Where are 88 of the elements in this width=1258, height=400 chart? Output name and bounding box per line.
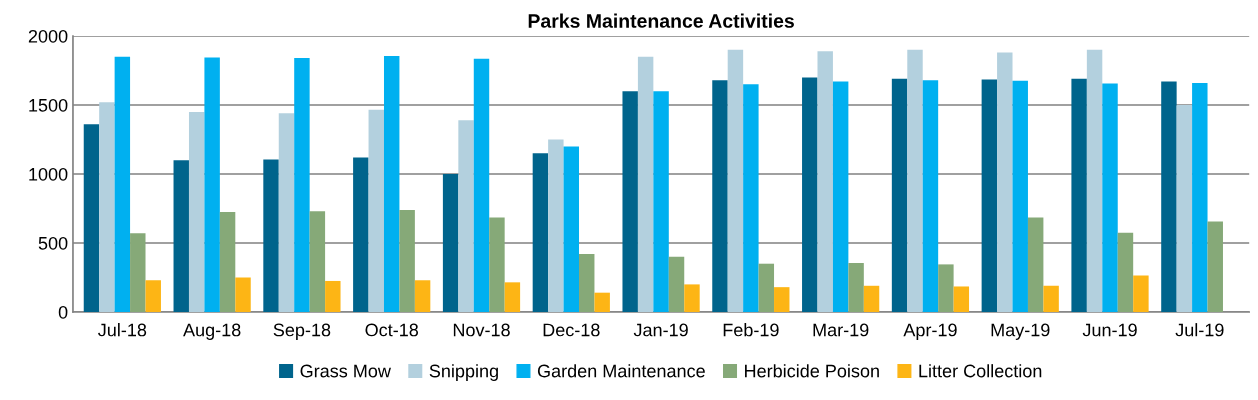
legend-label: Litter Collection	[919, 364, 1042, 378]
y-tick-label: 1500	[29, 98, 68, 112]
bar	[1086, 49, 1103, 312]
legend-label: Garden Maintenance	[537, 364, 705, 378]
bar	[743, 84, 759, 312]
bar	[219, 211, 236, 312]
bar	[907, 49, 923, 312]
bar	[684, 284, 700, 312]
x-tick-label: Jan-19	[633, 323, 688, 337]
y-tick-label: 500	[38, 236, 68, 250]
x-tick-label: Sep-18	[273, 323, 331, 340]
bar	[278, 113, 295, 312]
bar	[83, 124, 100, 312]
bar	[173, 160, 189, 312]
legend-label: Snipping	[429, 364, 498, 381]
bar	[399, 209, 415, 312]
bar	[442, 174, 459, 312]
bar	[145, 280, 161, 312]
bar	[727, 49, 744, 312]
bar	[802, 77, 818, 312]
bar	[774, 287, 790, 312]
bar	[922, 80, 939, 312]
x-tick-label: Jul-19	[1175, 323, 1224, 337]
bar	[563, 146, 580, 312]
x-tick-label: Mar-19	[813, 323, 869, 337]
bar	[1207, 221, 1223, 312]
x-tick-label: Oct-18	[365, 323, 419, 337]
bar	[1102, 83, 1118, 312]
bar	[863, 285, 880, 312]
bar	[353, 157, 369, 312]
y-tick-label: 0	[58, 305, 68, 319]
bar	[548, 139, 564, 312]
bar	[938, 264, 954, 312]
chart-title: Parks Maintenance Activities	[528, 13, 794, 28]
y-tick-label: 2000	[28, 29, 68, 43]
bar	[832, 81, 849, 312]
bar	[653, 91, 669, 312]
bar	[458, 120, 474, 312]
x-tick-label: Jun-19	[1082, 323, 1137, 337]
bar	[368, 109, 384, 312]
bar	[325, 280, 341, 312]
bar	[1192, 82, 1208, 312]
bar	[1043, 285, 1059, 312]
bar	[532, 153, 549, 312]
bar	[758, 263, 775, 312]
bar	[263, 159, 279, 312]
bar	[130, 233, 146, 312]
bar	[997, 52, 1013, 312]
legend-label: Grass Mow	[300, 364, 391, 378]
bar	[668, 256, 685, 312]
legend-label: Herbicide Poison	[745, 364, 879, 378]
bar	[1133, 275, 1149, 312]
bar	[99, 102, 115, 312]
bar	[309, 211, 326, 312]
x-tick-label: Feb-19	[723, 323, 779, 337]
bar	[1012, 80, 1028, 312]
x-tick-label: Dec-18	[543, 323, 600, 337]
bar	[1176, 105, 1193, 312]
x-tick-label: Apr-19	[903, 323, 957, 340]
bar	[188, 111, 205, 312]
y-tick-label: 1000	[29, 167, 68, 181]
bar	[1071, 78, 1087, 312]
x-tick-label: Aug-18	[183, 323, 241, 340]
bar	[579, 254, 595, 312]
bar	[294, 58, 310, 312]
x-tick-label: May-19	[991, 323, 1050, 340]
bar	[817, 51, 833, 312]
bar	[383, 56, 400, 312]
bar	[1117, 232, 1134, 312]
bar	[473, 58, 490, 312]
bar	[637, 56, 654, 312]
bar	[622, 91, 638, 312]
bar	[891, 78, 908, 312]
bar	[504, 282, 521, 312]
bar	[235, 277, 251, 312]
bar	[1027, 217, 1044, 312]
bar	[848, 263, 864, 312]
bar	[712, 80, 728, 312]
bar	[414, 280, 431, 312]
bar	[594, 292, 610, 312]
bar	[114, 56, 131, 312]
x-tick-label: Nov-18	[453, 323, 510, 337]
bar	[981, 79, 998, 312]
bar	[1161, 81, 1177, 312]
bar	[489, 217, 505, 312]
bar	[204, 57, 220, 312]
x-tick-label: Jul-18	[98, 323, 147, 337]
bar	[953, 286, 970, 312]
